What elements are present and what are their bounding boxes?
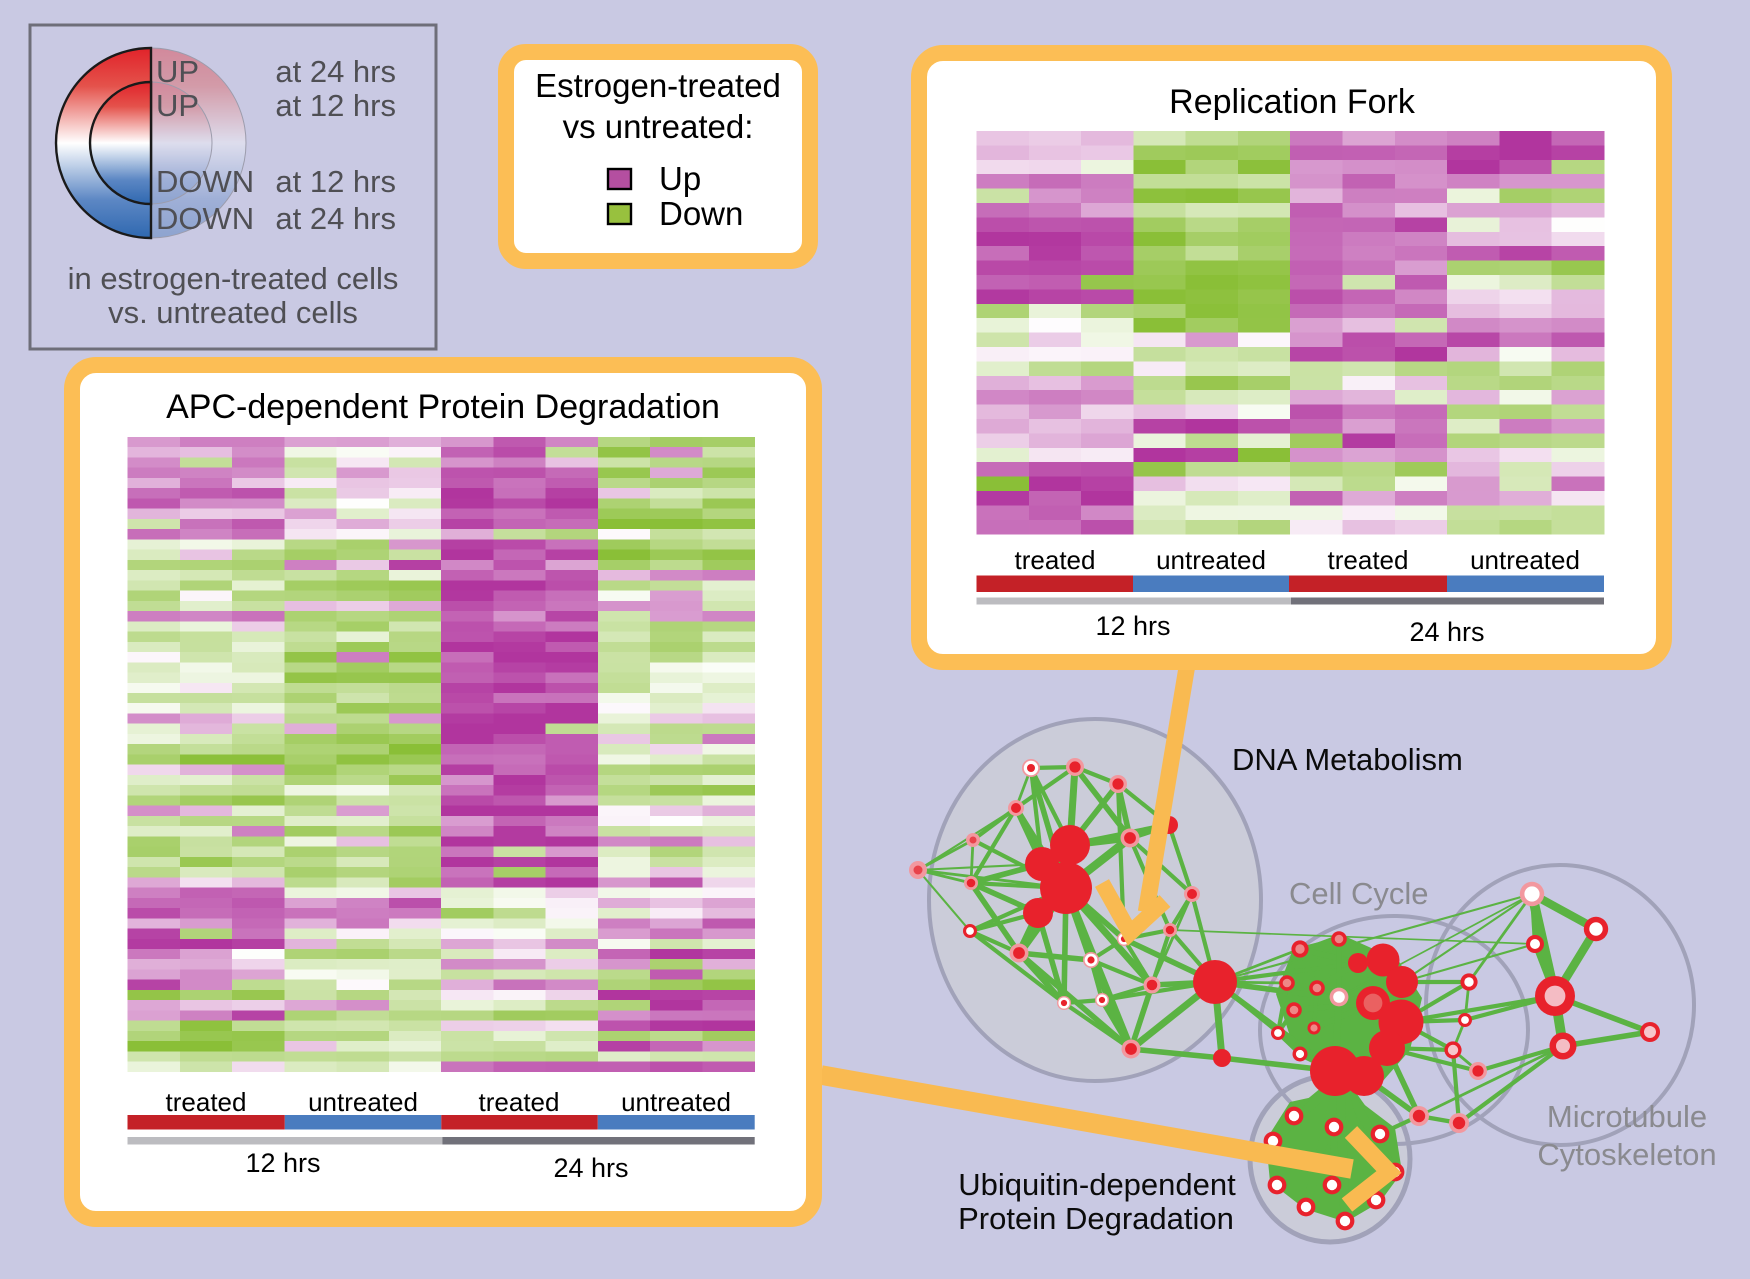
svg-text:in estrogen-treated cells: in estrogen-treated cells <box>68 261 399 296</box>
svg-text:12 hrs: 12 hrs <box>1095 611 1170 641</box>
svg-text:Replication Fork: Replication Fork <box>1169 83 1416 121</box>
svg-text:at 12 hrs: at 12 hrs <box>275 88 396 123</box>
svg-text:treated: treated <box>166 1087 247 1117</box>
svg-text:untreated: untreated <box>621 1087 731 1117</box>
svg-text:vs untreated:: vs untreated: <box>563 108 754 145</box>
svg-text:Microtubule: Microtubule <box>1547 1099 1707 1134</box>
svg-text:at 12 hrs: at 12 hrs <box>275 164 396 199</box>
svg-text:untreated: untreated <box>308 1087 418 1117</box>
svg-text:untreated: untreated <box>1156 545 1266 575</box>
svg-text:Up: Up <box>659 160 701 197</box>
svg-text:treated: treated <box>1015 545 1096 575</box>
svg-text:treated: treated <box>1328 545 1409 575</box>
svg-text:Cytoskeleton: Cytoskeleton <box>1537 1137 1716 1172</box>
svg-text:at 24 hrs: at 24 hrs <box>275 54 396 89</box>
svg-text:APC-dependent Protein Degradat: APC-dependent Protein Degradation <box>166 388 720 426</box>
svg-text:UP: UP <box>156 54 199 89</box>
svg-text:UP: UP <box>156 88 199 123</box>
svg-text:Cell Cycle: Cell Cycle <box>1289 876 1429 911</box>
svg-text:treated: treated <box>479 1087 560 1117</box>
svg-text:DNA Metabolism: DNA Metabolism <box>1232 742 1463 777</box>
svg-text:Protein Degradation: Protein Degradation <box>958 1201 1234 1236</box>
svg-text:Ubiquitin-dependent: Ubiquitin-dependent <box>958 1167 1236 1202</box>
svg-text:12 hrs: 12 hrs <box>245 1148 320 1178</box>
svg-text:24 hrs: 24 hrs <box>1409 617 1484 647</box>
svg-text:24 hrs: 24 hrs <box>553 1153 628 1183</box>
svg-text:Estrogen-treated: Estrogen-treated <box>535 67 781 104</box>
svg-text:DOWN: DOWN <box>156 201 254 236</box>
svg-text:DOWN: DOWN <box>156 164 254 199</box>
svg-text:untreated: untreated <box>1470 545 1580 575</box>
svg-text:Down: Down <box>659 195 743 232</box>
svg-text:at 24 hrs: at 24 hrs <box>275 201 396 236</box>
svg-text:vs. untreated cells: vs. untreated cells <box>108 295 358 330</box>
